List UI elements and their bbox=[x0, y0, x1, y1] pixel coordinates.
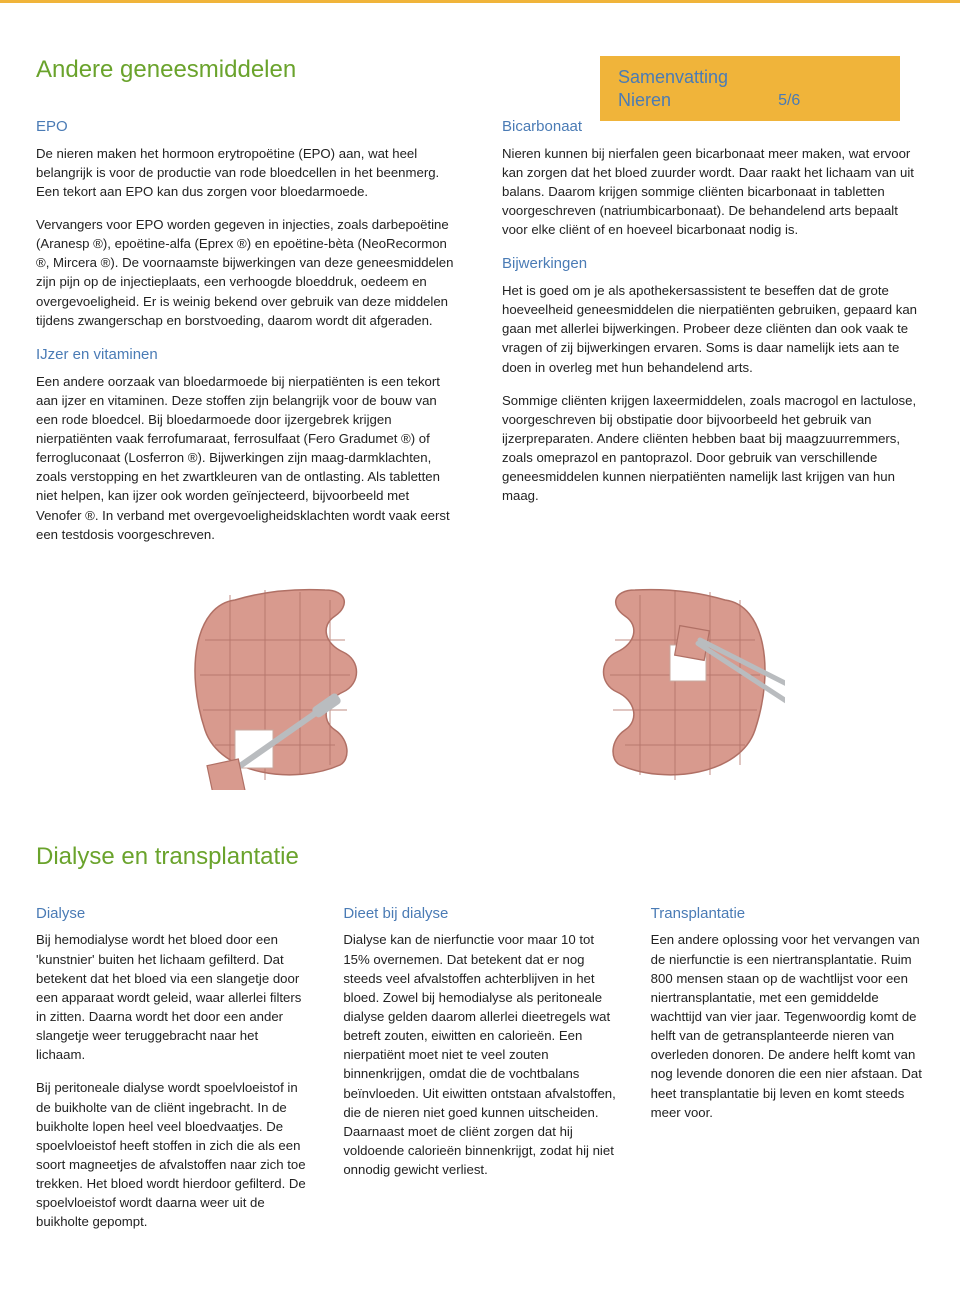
text-bijw2: Sommige cliënten krijgen laxeermiddelen,… bbox=[502, 391, 924, 506]
accent-bar bbox=[0, 0, 960, 3]
text-transpl: Een andere oplossing voor het vervangen … bbox=[651, 930, 924, 1121]
heading-bijw: Bijwerkingen bbox=[502, 253, 924, 275]
kidney-puzzle-right-icon bbox=[525, 580, 785, 790]
header-tab: Samenvatting Nieren 5/6 bbox=[600, 56, 900, 121]
text-dialyse1: Bij hemodialyse wordt het bloed door een… bbox=[36, 930, 309, 1064]
heading-epo: EPO bbox=[36, 116, 458, 138]
heading-ijzer: IJzer en vitaminen bbox=[36, 344, 458, 366]
col-dialyse: Dialyse Bij hemodialyse wordt het bloed … bbox=[36, 893, 309, 1246]
page-content: Samenvatting Nieren 5/6 Andere geneesmid… bbox=[0, 53, 960, 1285]
heading-dialyse: Dialyse bbox=[36, 903, 309, 925]
text-epo1: De nieren maken het hormoon erytropoëtin… bbox=[36, 144, 458, 201]
text-ijzer: Een andere oorzaak van bloedarmoede bij … bbox=[36, 372, 458, 544]
section2-columns: Dialyse Bij hemodialyse wordt het bloed … bbox=[36, 893, 924, 1246]
header-line1: Samenvatting bbox=[618, 66, 728, 89]
section1-right: Bicarbonaat Nieren kunnen bij nierfalen … bbox=[502, 106, 924, 558]
page-number: 5/6 bbox=[778, 69, 800, 111]
kidney-puzzle-left-icon bbox=[175, 580, 435, 790]
text-epo2: Vervangers voor EPO worden gegeven in in… bbox=[36, 215, 458, 330]
text-bicarb: Nieren kunnen bij nierfalen geen bicarbo… bbox=[502, 144, 924, 240]
section1-columns: EPO De nieren maken het hormoon erytropo… bbox=[36, 106, 924, 558]
header-line2: Nieren bbox=[618, 89, 728, 112]
col-transpl: Transplantatie Een andere oplossing voor… bbox=[651, 893, 924, 1246]
heading-transpl: Transplantatie bbox=[651, 903, 924, 925]
heading-dieet: Dieet bij dialyse bbox=[343, 903, 616, 925]
col-dieet: Dieet bij dialyse Dialyse kan de nierfun… bbox=[343, 893, 616, 1246]
text-bijw1: Het is goed om je als apothekersassisten… bbox=[502, 281, 924, 377]
text-dieet: Dialyse kan de nierfunctie voor maar 10 … bbox=[343, 930, 616, 1179]
section1-left: EPO De nieren maken het hormoon erytropo… bbox=[36, 106, 458, 558]
kidney-illustration-row bbox=[36, 580, 924, 790]
section2-title: Dialyse en transplantatie bbox=[36, 840, 924, 875]
text-dialyse2: Bij peritoneale dialyse wordt spoelvloei… bbox=[36, 1078, 309, 1231]
